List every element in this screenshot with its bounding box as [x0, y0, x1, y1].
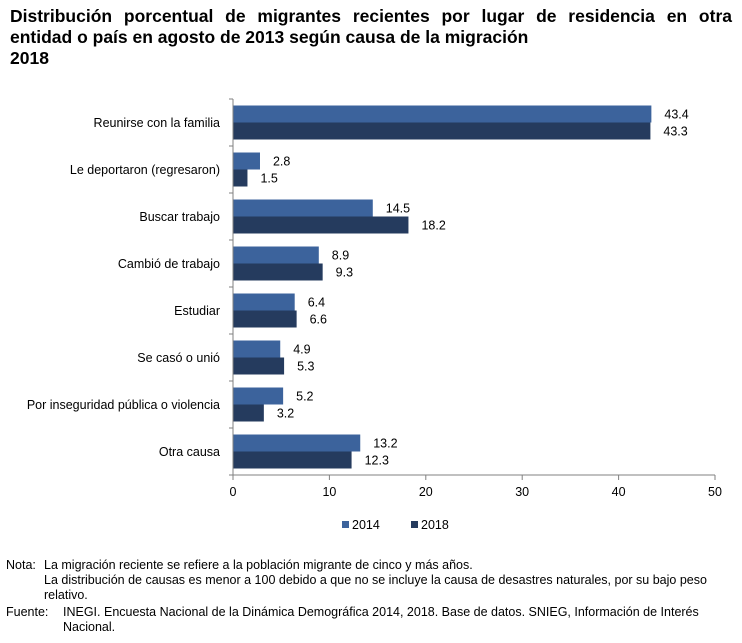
- data-label-2018-7: 3.2: [277, 407, 294, 421]
- bar-2014-8: [233, 434, 361, 452]
- data-label-2018-1: 43.3: [663, 125, 687, 139]
- data-label-2014-6: 4.9: [293, 343, 310, 357]
- data-label-2018-2: 1.5: [260, 172, 277, 186]
- category-label: Le deportaron (regresaron): [70, 163, 220, 177]
- bar-2014-5: [233, 293, 295, 311]
- data-label-2018-8: 12.3: [365, 454, 389, 468]
- legend-swatch-2014: [342, 521, 349, 528]
- bar-2018-5: [233, 310, 297, 328]
- chart-title: Distribución porcentual de migrantes rec…: [10, 6, 732, 69]
- data-label-2014-4: 8.9: [332, 249, 349, 263]
- bar-2014-6: [233, 340, 281, 358]
- bar-2018-6: [233, 357, 285, 375]
- bar-2018-8: [233, 451, 352, 469]
- x-tick-label: 50: [708, 485, 722, 499]
- x-tick-label: 30: [515, 485, 529, 499]
- chart-title-year: 2018: [10, 48, 49, 68]
- category-label: Estudiar: [174, 304, 220, 318]
- source-label: Fuente:: [6, 605, 49, 619]
- bar-2014-7: [233, 387, 284, 405]
- bar-2018-7: [233, 404, 264, 422]
- note-label: Nota:: [6, 558, 36, 572]
- category-label: Reunirse con la familia: [94, 116, 220, 130]
- category-label: Buscar trabajo: [139, 210, 220, 224]
- source-text: INEGI. Encuesta Nacional de la Dinámica …: [63, 605, 699, 634]
- data-label-2014-8: 13.2: [373, 437, 397, 451]
- note-line-1: La migración reciente se refiere a la po…: [44, 558, 473, 572]
- bar-2018-1: [233, 122, 651, 140]
- bar-2014-3: [233, 199, 373, 217]
- data-label-2014-7: 5.2: [296, 390, 313, 404]
- data-label-2014-3: 14.5: [386, 202, 410, 216]
- category-label: Cambió de trabajo: [118, 257, 220, 271]
- data-label-2018-4: 9.3: [336, 266, 353, 280]
- category-label: Se casó o unió: [137, 351, 220, 365]
- data-label-2018-5: 6.6: [310, 313, 327, 327]
- bar-2014-1: [233, 105, 652, 123]
- footnotes: Nota: La migración reciente se refiere a…: [6, 558, 736, 635]
- chart-title-line-1: Distribución porcentual de migrantes rec…: [10, 6, 732, 26]
- bar-2014-4: [233, 246, 319, 264]
- legend-label-2018: 2018: [421, 518, 449, 532]
- x-tick-label: 0: [230, 485, 237, 499]
- category-label: Otra causa: [159, 445, 220, 459]
- x-tick-label: 20: [419, 485, 433, 499]
- bar-2018-3: [233, 216, 409, 234]
- data-label-2014-1: 43.4: [664, 108, 688, 122]
- legend-label-2014: 2014: [352, 518, 380, 532]
- category-label: Por inseguridad pública o violencia: [27, 398, 220, 412]
- bar-2018-4: [233, 263, 323, 281]
- bar-2018-2: [233, 169, 248, 187]
- data-label-2014-2: 2.8: [273, 155, 290, 169]
- bar-2014-2: [233, 152, 260, 170]
- data-label-2018-3: 18.2: [421, 219, 445, 233]
- note-line-2: La distribución de causas es menor a 100…: [44, 573, 707, 602]
- data-label-2014-5: 6.4: [308, 296, 325, 310]
- data-label-2018-6: 5.3: [297, 360, 314, 374]
- x-tick-label: 10: [322, 485, 336, 499]
- x-tick-label: 40: [612, 485, 626, 499]
- bar-chart: 43.4 43.3 Reunirse con la familia 2.8 1.5 Le …: [27, 98, 722, 532]
- chart-title-line-2: entidad o país en agosto de 2013 según c…: [10, 27, 529, 47]
- legend-swatch-2018: [411, 521, 418, 528]
